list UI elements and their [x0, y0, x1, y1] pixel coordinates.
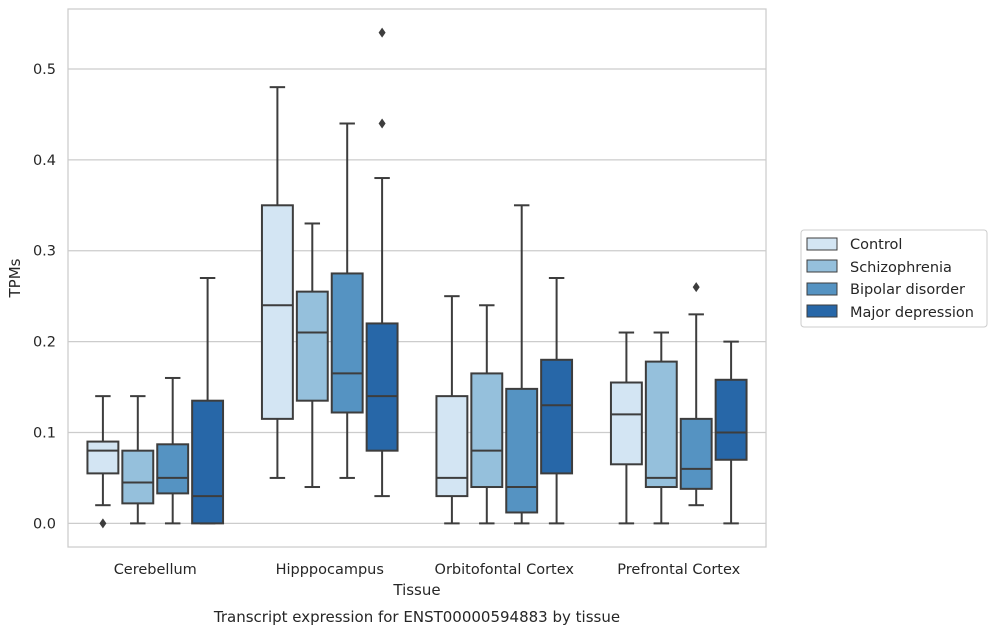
box-bipolar-disorder-hipppocampus — [330, 122, 364, 479]
series-control — [86, 86, 643, 529]
box-control-orbitofontal-cortex — [435, 295, 469, 525]
y-axis-label: TPMs — [6, 258, 24, 298]
box-control-cerebellum — [86, 395, 120, 529]
legend-swatch-major-depression — [806, 304, 838, 318]
outlier-point — [99, 518, 107, 529]
legend-item-schizophrenia: Schizophrenia — [806, 259, 952, 276]
box-iqr — [540, 358, 574, 475]
box-major-depression-cerebellum — [191, 277, 225, 525]
box-control-hipppocampus — [260, 86, 294, 479]
box-iqr — [644, 360, 678, 489]
legend-label-major-depression: Major depression — [850, 305, 974, 321]
box-iqr — [121, 449, 155, 505]
y-tick-label: 0.3 — [33, 244, 56, 260]
legend-label-bipolar-disorder: Bipolar disorder — [850, 282, 965, 298]
figure-caption: Transcript expression for ENST0000059488… — [213, 608, 620, 626]
series-major-depression — [191, 27, 748, 525]
box-iqr — [365, 322, 399, 452]
legend-item-control: Control — [806, 237, 902, 253]
x-axis-label: Tissue — [392, 581, 440, 599]
x-tick-label: Orbitofontal Cortex — [435, 562, 575, 578]
box-bipolar-disorder-cerebellum — [156, 376, 190, 525]
box-iqr — [86, 440, 120, 475]
box-iqr — [295, 290, 329, 402]
box-iqr — [679, 417, 713, 490]
gridlines — [68, 68, 766, 524]
legend-label-schizophrenia: Schizophrenia — [850, 260, 952, 276]
box-iqr — [435, 395, 469, 498]
series-bipolar-disorder — [156, 122, 713, 525]
x-tick-label: Cerebellum — [114, 562, 197, 578]
box-iqr — [714, 378, 748, 461]
plot-frame — [67, 8, 767, 548]
y-tick-label: 0.5 — [33, 62, 56, 78]
y-tick-label: 0.0 — [33, 516, 56, 532]
legend-item-bipolar-disorder: Bipolar disorder — [806, 282, 965, 298]
box-bipolar-disorder-prefrontal-cortex — [679, 282, 713, 507]
x-tick-label: Prefrontal Cortex — [617, 562, 740, 578]
legend: Control Schizophrenia Bipolar disorder M… — [800, 229, 988, 328]
legend-swatch-bipolar-disorder — [806, 282, 838, 296]
y-tick-label: 0.4 — [33, 153, 56, 169]
outlier-point — [378, 118, 386, 129]
y-tick-labels: 0.0 0.1 0.2 0.3 0.4 0.5 — [33, 62, 56, 532]
legend-label-control: Control — [850, 237, 902, 253]
box-major-depression-orbitofontal-cortex — [540, 277, 574, 525]
box-iqr — [470, 372, 504, 489]
x-tick-label: Hipppocampus — [276, 562, 384, 578]
x-tick-labels: Cerebellum Hipppocampus Orbitofontal Corte… — [114, 562, 741, 578]
box-major-depression-hipppocampus — [365, 27, 399, 498]
box-iqr — [156, 443, 190, 495]
box-iqr — [260, 204, 294, 420]
legend-frame — [800, 229, 988, 328]
box-iqr — [609, 381, 643, 466]
box-schizophrenia-hipppocampus — [295, 222, 329, 489]
box-schizophrenia-prefrontal-cortex — [644, 331, 678, 525]
box-iqr — [191, 399, 225, 525]
box-iqr — [330, 272, 364, 414]
box-major-depression-prefrontal-cortex — [714, 340, 748, 525]
legend-swatch-schizophrenia — [806, 259, 838, 273]
legend-swatch-control — [806, 237, 838, 251]
series-schizophrenia — [121, 222, 678, 525]
y-tick-label: 0.2 — [33, 335, 56, 351]
box-control-prefrontal-cortex — [609, 331, 643, 525]
box-schizophrenia-cerebellum — [121, 395, 155, 525]
box-iqr — [505, 387, 539, 514]
outlier-point — [378, 27, 386, 38]
box-bipolar-disorder-orbitofontal-cortex — [505, 204, 539, 525]
box-series — [86, 27, 748, 529]
y-tick-label: 0.1 — [33, 425, 56, 441]
box-schizophrenia-orbitofontal-cortex — [470, 304, 504, 525]
outlier-point — [692, 282, 700, 293]
legend-item-major-depression: Major depression — [806, 304, 974, 321]
